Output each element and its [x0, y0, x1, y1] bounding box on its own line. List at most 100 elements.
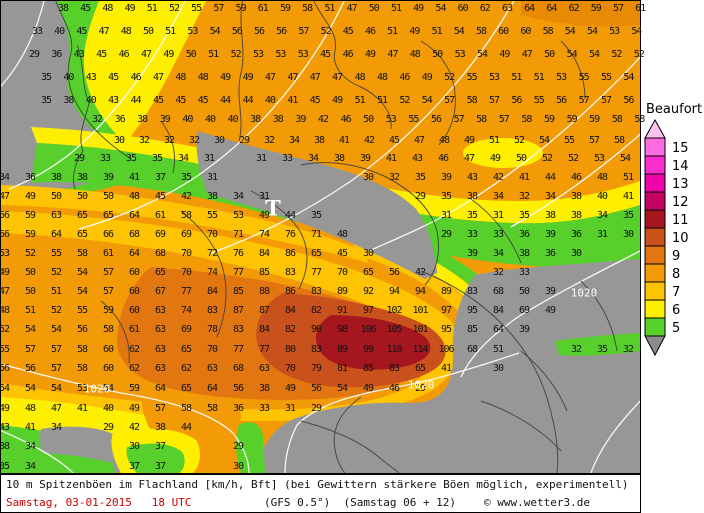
- grid-value: 33: [492, 229, 504, 240]
- grid-value: 38: [250, 114, 261, 125]
- grid-value: 50: [185, 49, 197, 60]
- legend-swatch: [644, 263, 666, 283]
- grid-value: 55: [206, 210, 218, 221]
- grid-value: 54: [50, 324, 62, 335]
- grid-value: 51: [24, 305, 36, 316]
- grid-value: 43: [73, 49, 85, 60]
- grid-value: 57: [298, 26, 309, 37]
- grid-value: 58: [521, 114, 532, 125]
- grid-value: 70: [180, 267, 192, 278]
- grid-value: 49: [489, 153, 501, 164]
- grid-value: 47: [521, 49, 533, 60]
- grid-value: 49: [0, 403, 10, 414]
- grid-value: 53: [556, 72, 567, 83]
- grid-value: 70: [206, 344, 218, 355]
- grid-value: 34: [307, 153, 319, 164]
- grid-value: 83: [310, 344, 322, 355]
- grid-value: 94: [414, 286, 426, 297]
- grid-value: 54: [209, 26, 221, 37]
- grid-value: 60: [102, 344, 114, 355]
- grid-value: 41: [385, 153, 397, 164]
- grid-value: 48: [102, 3, 113, 14]
- grid-value: 61: [257, 3, 269, 14]
- grid-value: 49: [409, 26, 420, 37]
- grid-value: 64: [154, 383, 166, 394]
- grid-value: 52: [399, 95, 410, 106]
- grid-value: 55: [600, 72, 612, 83]
- grid-value: 39: [544, 229, 556, 240]
- grid-value: 54: [421, 95, 433, 106]
- grid-value: 47: [264, 72, 276, 83]
- grid-value: 38: [272, 114, 284, 125]
- grid-value: 35: [40, 72, 52, 83]
- grid-value: 56: [430, 114, 442, 125]
- grid-value: 54: [24, 324, 36, 335]
- grid-value: 60: [128, 305, 140, 316]
- grid-value: 39: [518, 324, 530, 335]
- grid-value: 51: [533, 72, 545, 83]
- grid-value: 57: [488, 95, 500, 106]
- grid-value: 33: [518, 267, 530, 278]
- grid-value: 32: [163, 135, 175, 146]
- grid-value: 51: [492, 344, 504, 355]
- grid-value: 57: [453, 114, 465, 125]
- grid-value: 43: [411, 153, 423, 164]
- grid-value: 49: [163, 49, 174, 60]
- grid-value: 55: [563, 135, 575, 146]
- grid-value: 65: [414, 363, 426, 374]
- grid-value: 56: [0, 210, 10, 221]
- grid-value: 47: [463, 153, 475, 164]
- grid-value: 45: [76, 26, 87, 37]
- grid-value: 90: [310, 324, 322, 335]
- grid-value: 64: [128, 210, 140, 221]
- grid-value: 40: [182, 114, 193, 125]
- grid-value: 40: [85, 95, 97, 106]
- grid-value: 60: [520, 26, 531, 37]
- grid-value: 68: [466, 344, 478, 355]
- grid-value: 70: [180, 248, 192, 259]
- grid-value: 31: [440, 210, 452, 221]
- grid-value: 43: [0, 422, 10, 433]
- grid-value: 47: [413, 135, 425, 146]
- grid-value: 57: [588, 135, 600, 146]
- grid-value: 89: [336, 286, 348, 297]
- legend-swatch: [644, 173, 666, 193]
- grid-value: 69: [180, 324, 192, 335]
- grid-value: 38: [137, 114, 148, 125]
- grid-value: 50: [363, 114, 374, 125]
- border-lines: [55, 1, 618, 473]
- grid-value: 44: [180, 422, 192, 433]
- grid-value: 54: [50, 383, 62, 394]
- grid-value: 52: [50, 305, 62, 316]
- grid-value: 38: [154, 422, 166, 433]
- grid-value: 31: [258, 191, 270, 202]
- grid-value: 54: [619, 153, 631, 164]
- grid-value: 49: [128, 403, 140, 414]
- grid-value: 50: [518, 286, 530, 297]
- grid-value: 36: [114, 114, 126, 125]
- grid-value: 63: [154, 324, 166, 335]
- grid-value: 35: [0, 461, 10, 472]
- grid-value: 101: [412, 305, 428, 316]
- grid-value: 60: [498, 26, 509, 37]
- grid-value: 45: [388, 135, 400, 146]
- grid-value: 55: [466, 72, 478, 83]
- grid-value: 60: [457, 3, 469, 14]
- grid-value: 49: [332, 95, 343, 106]
- grid-value: 53: [385, 114, 397, 125]
- grid-value: 55: [0, 344, 10, 355]
- grid-value: 51: [390, 3, 402, 14]
- grid-value: 58: [466, 95, 478, 106]
- grid-value: 29: [414, 191, 426, 202]
- grid-value: 50: [24, 286, 36, 297]
- grid-value: 86: [284, 286, 296, 297]
- grid-value: 58: [475, 26, 487, 37]
- grid-value: 37: [154, 441, 166, 452]
- grid-value: 48: [596, 172, 608, 183]
- grid-value: 62: [568, 3, 580, 14]
- grid-value: 30: [232, 461, 244, 472]
- grid-value: 65: [154, 267, 166, 278]
- grid-value: 59: [589, 114, 600, 125]
- grid-value: 31: [203, 153, 215, 164]
- grid-value: 32: [138, 135, 150, 146]
